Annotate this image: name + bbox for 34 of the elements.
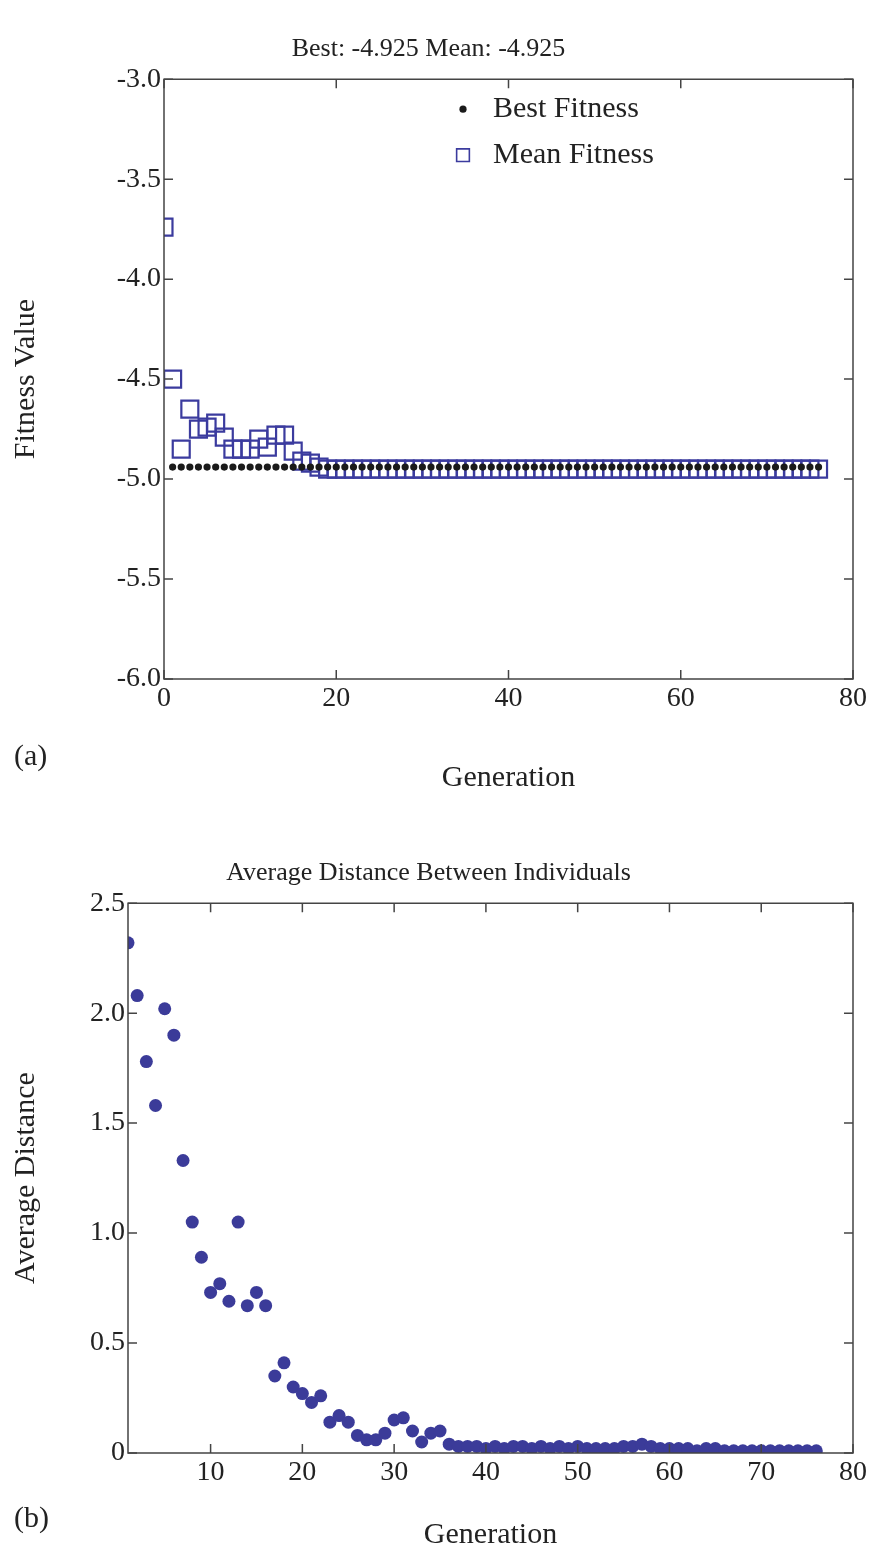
x-tick-label: 80 (839, 1455, 867, 1487)
text: (b) (14, 1500, 49, 1534)
y-tick-label: 1.0 (90, 1215, 125, 1247)
x-axis-title: Generation (441, 758, 576, 792)
y-tick-label: 2.0 (90, 995, 125, 1027)
y-tick-label: 1.5 (90, 1105, 125, 1137)
chart-title: Average Distance Between Individuals (226, 857, 631, 887)
legend-label: Best Fitness (493, 90, 639, 124)
x-tick-label: 20 (322, 681, 351, 713)
y-tick-label: 0.5 (90, 1325, 125, 1357)
x-tick-label: 70 (747, 1455, 776, 1487)
y-tick-label: -5.0 (116, 461, 161, 493)
x-tick-label: 50 (563, 1455, 592, 1487)
x-tick-label: 40 (494, 681, 523, 713)
x-tick-label: 10 (196, 1455, 225, 1487)
x-tick-label: 30 (380, 1455, 409, 1487)
y-tick-label: 0 (111, 1435, 125, 1467)
chart-title: Best: -4.925 Mean: -4.925 (291, 33, 566, 63)
x-tick-label: 40 (471, 1455, 500, 1487)
x-tick-label: 80 (839, 681, 867, 713)
y-tick-label: -3.0 (116, 61, 161, 93)
y-tick-label: 2.5 (90, 885, 125, 917)
text: (a) (14, 738, 48, 772)
y-axis-title: Fitness Value (6, 298, 40, 460)
y-tick-label: -5.5 (116, 561, 161, 593)
x-tick-label: 60 (666, 681, 695, 713)
x-tick-label: 60 (655, 1455, 684, 1487)
y-tick-label: -4.0 (116, 261, 161, 293)
y-tick-label: -4.5 (116, 361, 161, 393)
y-axis-title: Average Distance (6, 1072, 40, 1285)
y-tick-label: -3.5 (116, 161, 161, 193)
legend-label: Mean Fitness (493, 136, 654, 170)
x-tick-label: 20 (288, 1455, 317, 1487)
x-axis-title: Generation (423, 1515, 558, 1549)
